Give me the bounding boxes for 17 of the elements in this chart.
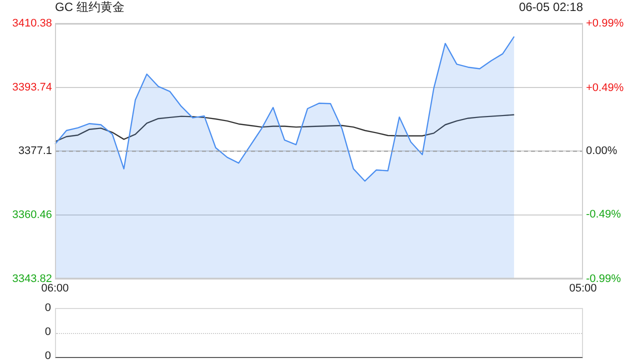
y2-tick-label: 0.00% xyxy=(586,145,618,158)
y2-tick-label: -0.49% xyxy=(586,208,622,220)
y-tick-label: 3410.38 xyxy=(12,18,52,30)
text: 0 xyxy=(44,301,51,315)
x-tick-label: 06:00 xyxy=(41,282,69,294)
y2-tick-label: +0.49% xyxy=(586,82,624,94)
y-tick-label: 3343.82 xyxy=(12,272,52,285)
x-tick-label: 05:00 xyxy=(569,282,597,294)
y-tick-label: 3393.74 xyxy=(12,81,52,94)
text: 0 xyxy=(44,325,51,339)
text: 0 xyxy=(44,349,51,360)
chart-subtitle: 06-05 02:18 xyxy=(518,0,583,14)
y2-tick-label: -0.99% xyxy=(586,272,622,285)
y2-tick-label: +0.99% xyxy=(586,18,624,30)
y-tick-label: 3377.1 xyxy=(18,145,52,158)
chart-title: GC 纽约黄金 xyxy=(55,0,124,14)
y-tick-label: 3360.46 xyxy=(12,209,52,222)
